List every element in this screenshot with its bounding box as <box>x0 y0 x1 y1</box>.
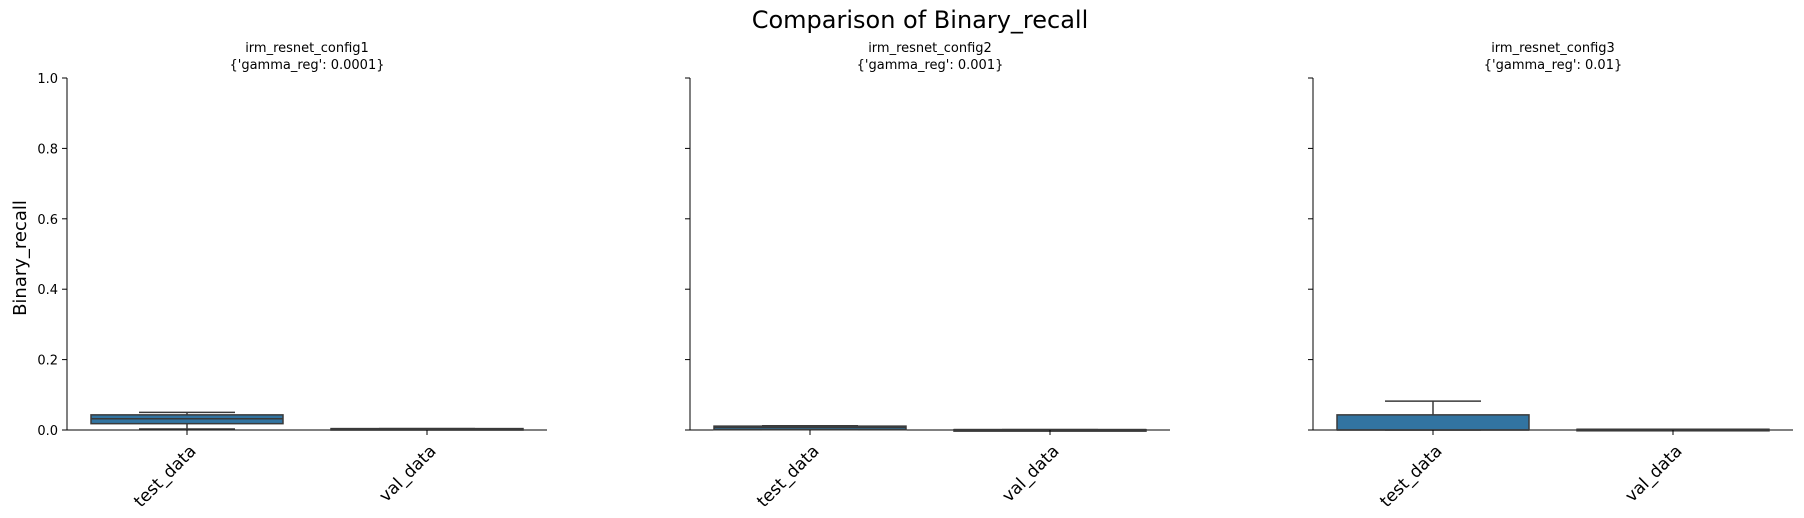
box-iqr <box>1336 414 1530 431</box>
subplot-title-line: {'gamma_reg': 0.01} <box>1484 58 1622 73</box>
box-test_data <box>90 411 284 430</box>
subplot-title-line: {'gamma_reg': 0.001} <box>857 58 1004 73</box>
x-tick-label: val_data <box>1621 441 1686 506</box>
subplot-title-line: irm_resnet_config1 <box>245 41 369 56</box>
y-tick-label: 0.6 <box>37 213 58 228</box>
subplot-3: irm_resnet_config3 {'gamma_reg': 0.01} tes… <box>1308 41 1793 512</box>
y-tick-label: 0.2 <box>37 354 58 369</box>
y-tick-label: 0.0 <box>37 424 58 439</box>
y-tick-label: 0.8 <box>37 142 58 157</box>
x-tick-label: test_data <box>130 441 200 511</box>
subplot-1: irm_resnet_config1 {'gamma_reg': 0.0001} 0… <box>37 41 547 512</box>
subplot-title-line: irm_resnet_config3 <box>1491 41 1615 56</box>
figure-title: Comparison of Binary_recall <box>752 6 1089 34</box>
subplot-title-line: {'gamma_reg': 0.0001} <box>229 58 384 73</box>
box-test_data <box>1336 400 1530 431</box>
subplot-2: irm_resnet_config2 {'gamma_reg': 0.001} te… <box>685 41 1170 512</box>
x-tick-label: test_data <box>753 441 823 511</box>
subplot-title-line: irm_resnet_config2 <box>868 41 992 56</box>
x-tick-label: val_data <box>375 441 440 506</box>
x-tick-label: test_data <box>1376 441 1446 511</box>
y-axis-label: Binary_recall <box>10 200 31 316</box>
subplot-panels: irm_resnet_config1 {'gamma_reg': 0.0001} 0… <box>37 41 1793 512</box>
y-tick-label: 0.4 <box>37 283 58 298</box>
y-tick-label: 1.0 <box>37 72 58 87</box>
box-val_data <box>330 427 524 431</box>
box-test_data <box>713 425 907 431</box>
x-tick-label: val_data <box>998 441 1063 506</box>
